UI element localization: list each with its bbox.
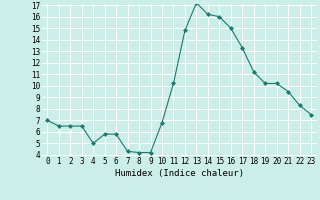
X-axis label: Humidex (Indice chaleur): Humidex (Indice chaleur) [115, 169, 244, 178]
